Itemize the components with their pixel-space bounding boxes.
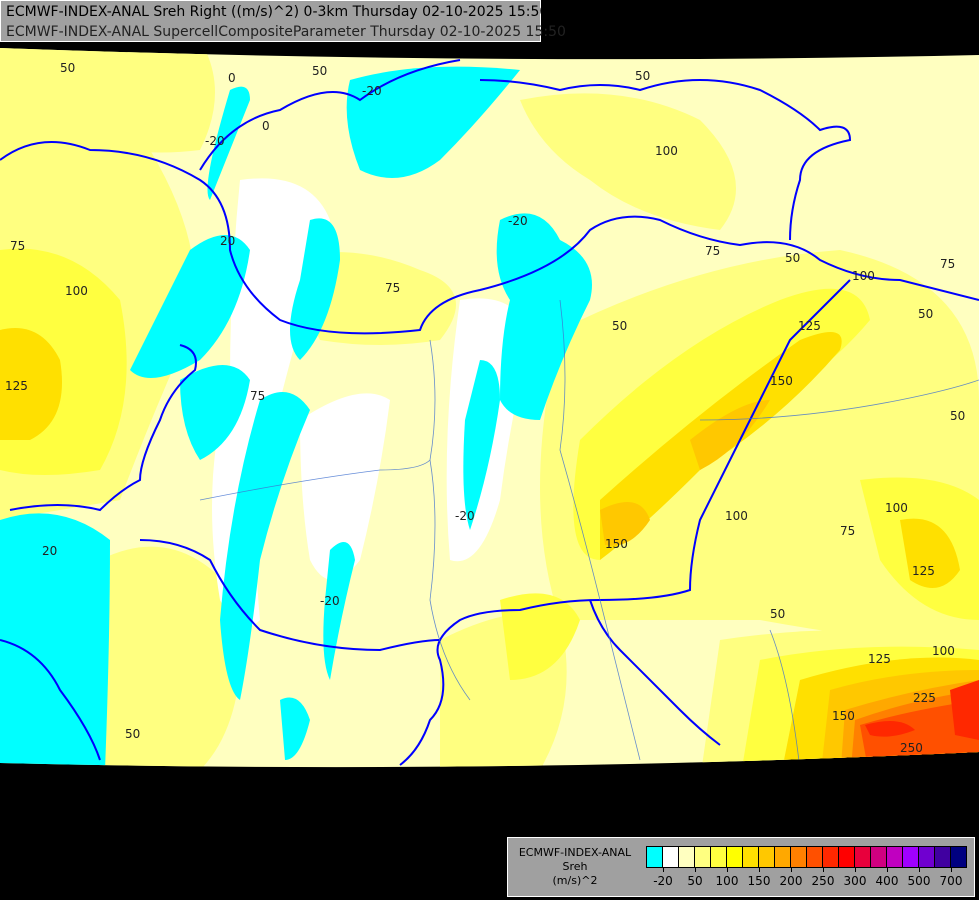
legend-tick — [951, 867, 952, 872]
color-legend: ECMWF-INDEX-ANAL Sreh (m/s)^2 -20 50 100 15… — [507, 837, 975, 897]
legend-tick-label: 250 — [811, 874, 835, 888]
svg-text:150: 150 — [605, 537, 628, 551]
svg-text:50: 50 — [125, 727, 140, 741]
legend-swatch — [919, 847, 935, 867]
svg-text:75: 75 — [250, 389, 265, 403]
legend-tick-label: 500 — [907, 874, 931, 888]
legend-swatch — [791, 847, 807, 867]
legend-tick-label: 150 — [747, 874, 771, 888]
country-borders — [0, 59, 979, 766]
svg-text:75: 75 — [385, 281, 400, 295]
legend-swatch — [903, 847, 919, 867]
svg-text:125: 125 — [868, 652, 891, 666]
legend-swatch — [695, 847, 711, 867]
svg-text:50: 50 — [612, 319, 627, 333]
legend-tick-label: 100 — [715, 874, 739, 888]
svg-text:150: 150 — [832, 709, 855, 723]
field-layer — [0, 48, 979, 768]
legend-swatch — [647, 847, 663, 867]
svg-text:125: 125 — [798, 319, 821, 333]
legend-tick — [823, 867, 824, 872]
title-line-1: ECMWF-INDEX-ANAL Sreh Right ((m/s)^2) 0-… — [6, 4, 549, 20]
svg-text:150: 150 — [770, 374, 793, 388]
legend-tick — [855, 867, 856, 872]
svg-text:50: 50 — [950, 409, 965, 423]
svg-text:75: 75 — [840, 524, 855, 538]
svg-text:-20: -20 — [205, 134, 225, 148]
svg-text:100: 100 — [655, 144, 678, 158]
map-title-box: ECMWF-INDEX-ANAL Sreh Right ((m/s)^2) 0-… — [0, 0, 566, 42]
legend-tick — [695, 867, 696, 872]
svg-text:-20: -20 — [362, 84, 382, 98]
contour-labels: 50 0 -20 0 50 -20 20 75 100 125 75 75 50… — [5, 61, 965, 755]
legend-tick-label: 700 — [939, 874, 963, 888]
legend-swatch — [807, 847, 823, 867]
svg-text:100: 100 — [885, 501, 908, 515]
svg-text:125: 125 — [5, 379, 28, 393]
legend-swatch — [935, 847, 951, 867]
svg-text:75: 75 — [10, 239, 25, 253]
svg-text:100: 100 — [725, 509, 748, 523]
svg-text:20: 20 — [220, 234, 235, 248]
svg-text:100: 100 — [852, 269, 875, 283]
svg-text:75: 75 — [940, 257, 955, 271]
svg-text:125: 125 — [912, 564, 935, 578]
svg-text:-20: -20 — [320, 594, 340, 608]
legend-tick-label: 200 — [779, 874, 803, 888]
legend-tick — [727, 867, 728, 872]
legend-swatch — [839, 847, 855, 867]
legend-swatch — [871, 847, 887, 867]
svg-text:-20: -20 — [508, 214, 528, 228]
svg-text:100: 100 — [65, 284, 88, 298]
legend-tick-label: 50 — [687, 874, 703, 888]
legend-swatch — [759, 847, 775, 867]
legend-swatch — [743, 847, 759, 867]
legend-parameter: Sreh — [562, 860, 588, 873]
legend-swatch — [823, 847, 839, 867]
legend-swatch — [711, 847, 727, 867]
legend-swatch — [727, 847, 743, 867]
legend-tick — [887, 867, 888, 872]
legend-title: ECMWF-INDEX-ANAL Sreh (m/s)^2 — [512, 846, 638, 888]
svg-text:50: 50 — [770, 607, 785, 621]
svg-text:-20: -20 — [455, 509, 475, 523]
legend-tick — [791, 867, 792, 872]
svg-text:50: 50 — [635, 69, 650, 83]
svg-text:0: 0 — [228, 71, 236, 85]
legend-tick — [759, 867, 760, 872]
svg-text:225: 225 — [913, 691, 936, 705]
legend-swatch — [775, 847, 791, 867]
svg-text:50: 50 — [785, 251, 800, 265]
svg-text:0: 0 — [262, 119, 270, 133]
legend-swatch — [679, 847, 695, 867]
svg-text:100: 100 — [932, 644, 955, 658]
svg-text:50: 50 — [918, 307, 933, 321]
rivers — [199, 299, 979, 768]
svg-text:20: 20 — [42, 544, 57, 558]
legend-swatch — [663, 847, 679, 867]
legend-unit: (m/s)^2 — [552, 874, 598, 887]
svg-text:250: 250 — [900, 741, 923, 755]
svg-text:50: 50 — [60, 61, 75, 75]
legend-swatch — [887, 847, 903, 867]
legend-tick-label: -20 — [653, 874, 673, 888]
legend-model: ECMWF-INDEX-ANAL — [518, 846, 632, 859]
legend-swatches — [646, 846, 967, 868]
title-line-2: ECMWF-INDEX-ANAL SupercellCompositeParam… — [6, 24, 566, 40]
svg-text:75: 75 — [705, 244, 720, 258]
legend-tick — [919, 867, 920, 872]
legend-tick-label: 400 — [875, 874, 899, 888]
legend-swatch — [951, 847, 966, 867]
legend-tick — [663, 867, 664, 872]
legend-tick-label: 300 — [843, 874, 867, 888]
legend-swatch — [855, 847, 871, 867]
svg-text:50: 50 — [312, 64, 327, 78]
